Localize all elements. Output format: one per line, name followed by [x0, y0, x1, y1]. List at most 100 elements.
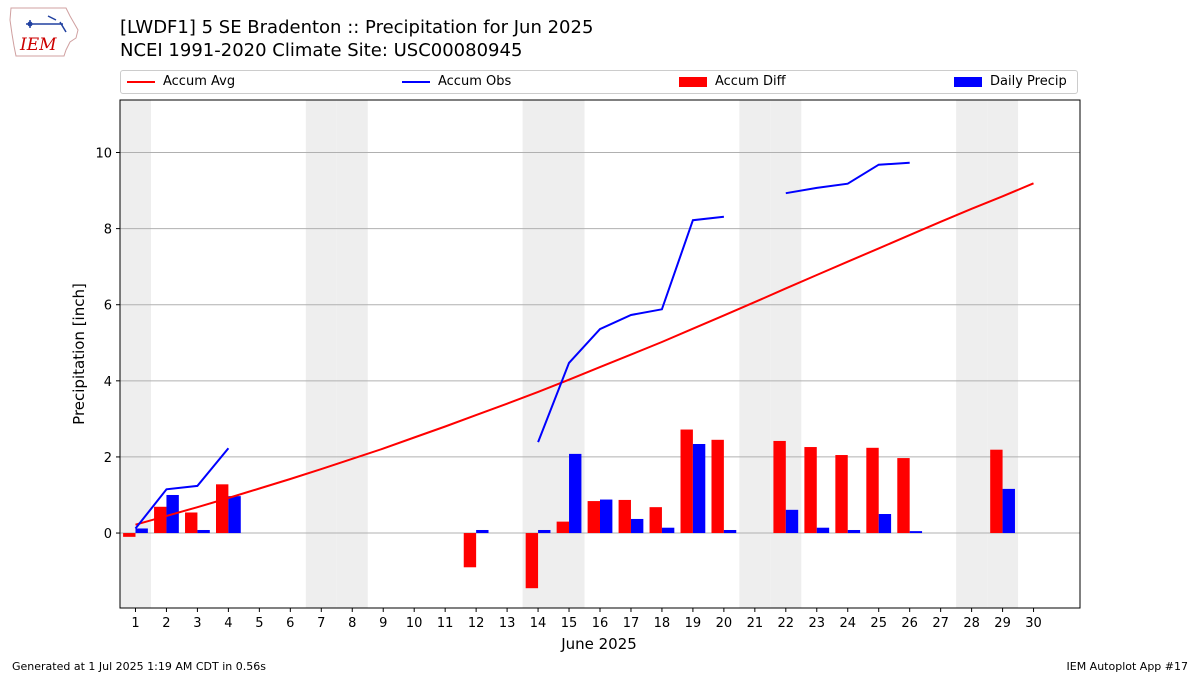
- accum-diff-bar-day-3: [185, 512, 198, 534]
- legend-label-accum-diff: Accum Diff: [715, 74, 786, 89]
- y-tick-label-4: 4: [104, 375, 112, 390]
- daily-precip-bar-day-3: [197, 529, 210, 534]
- x-tick-label-7: 7: [317, 616, 325, 631]
- daily-precip-bar-day-26: [909, 531, 923, 534]
- daily-precip-bar-day-23: [816, 527, 830, 534]
- x-axis: 1 2 3 4 5 6 7 8 9 10 11 12 13 14 15 16 17 18 19 20 21 22 23 24 2…: [131, 608, 1042, 631]
- accum-obs-line-segment-2: [537, 215, 725, 443]
- weekend-band-day-29: [987, 100, 1019, 608]
- y-axis: 0 2 4 6 8 10: [95, 147, 120, 542]
- weekend-shading: [120, 100, 1019, 608]
- accum-diff-bar-day-12: [463, 533, 477, 568]
- x-tick-label-27: 27: [932, 616, 949, 631]
- iem-logo: IEM: [9, 7, 79, 57]
- accum-diff-bar-day-20: [711, 439, 724, 534]
- accum-diff-bar-day-2: [154, 506, 167, 534]
- x-tick-label-2: 2: [162, 616, 170, 631]
- daily-precip-bar-day-18: [661, 527, 675, 534]
- accum-obs-line-segment-3: [785, 161, 910, 195]
- accum-diff-bar-day-15: [556, 521, 570, 534]
- accum-diff-bar-day-17: [618, 499, 631, 534]
- x-tick-label-3: 3: [193, 616, 201, 631]
- y-axis-label: Precipitation [inch]: [70, 283, 88, 425]
- x-tick-label-4: 4: [224, 616, 232, 631]
- daily-precip-bar-day-20: [723, 529, 737, 534]
- accum-diff-bar-day-16: [587, 501, 600, 534]
- legend-item-accum-diff: Accum Diff: [679, 74, 786, 90]
- legend-label-accum-avg: Accum Avg: [163, 74, 236, 89]
- legend-swatch-accum-avg: [127, 81, 155, 83]
- x-tick-label-30: 30: [1025, 616, 1042, 631]
- daily-precip-bar-day-25: [878, 514, 892, 534]
- legend-item-accum-obs: Accum Obs: [402, 74, 511, 90]
- x-tick-label-21: 21: [747, 616, 764, 631]
- x-tick-label-8: 8: [348, 616, 356, 631]
- daily-precip-bar-day-19: [692, 443, 706, 534]
- x-tick-label-19: 19: [685, 616, 702, 631]
- chart-title: [LWDF1] 5 SE Bradenton :: Precipitation …: [120, 17, 594, 38]
- daily-precip-bar-day-16: [600, 499, 613, 534]
- daily-precip-bar-day-22: [785, 509, 799, 534]
- accum-diff-bar-day-29: [990, 449, 1003, 534]
- daily-precip-bar-day-29: [1002, 488, 1015, 534]
- daily-precip-bar-day-15: [569, 453, 582, 534]
- accum-obs-line-segment-1: [134, 447, 230, 530]
- daily-precip-bar-day-14: [538, 529, 551, 534]
- x-tick-label-22: 22: [778, 616, 795, 631]
- accum-diff-bar-day-22: [773, 440, 786, 534]
- generated-timestamp: Generated at 1 Jul 2025 1:19 AM CDT in 0…: [12, 660, 266, 673]
- weekend-band-day-28: [956, 100, 988, 608]
- weekend-band-day-14: [522, 100, 554, 608]
- x-axis-label: June 2025: [560, 635, 637, 653]
- x-tick-label-20: 20: [716, 616, 733, 631]
- accum-diff-bar-day-25: [866, 447, 879, 534]
- x-tick-label-14: 14: [530, 616, 547, 631]
- legend-item-accum-avg: Accum Avg: [127, 74, 235, 90]
- legend-label-accum-obs: Accum Obs: [438, 74, 512, 89]
- x-tick-label-1: 1: [131, 616, 139, 631]
- accum-diff-bar-day-23: [804, 447, 817, 534]
- accum-diff-bar-day-18: [649, 507, 662, 534]
- plot-frame: [119, 99, 1081, 609]
- bar-series: [123, 429, 1015, 589]
- accum-diff-bar-day-14: [525, 533, 539, 589]
- y-tick-label-10: 10: [95, 147, 112, 162]
- weekend-band-day-22: [770, 100, 802, 608]
- x-tick-label-9: 9: [379, 616, 387, 631]
- x-tick-label-6: 6: [286, 616, 294, 631]
- legend-swatch-daily-precip: [954, 77, 982, 87]
- x-tick-label-16: 16: [592, 616, 609, 631]
- x-tick-label-17: 17: [623, 616, 640, 631]
- daily-precip-bar-day-17: [630, 518, 644, 534]
- daily-precip-bar-day-2: [166, 494, 179, 534]
- weekend-band-day-15: [553, 100, 585, 608]
- x-tick-label-28: 28: [963, 616, 980, 631]
- weekend-band-day-21: [739, 100, 771, 608]
- iowa-state-outline: [9, 7, 79, 57]
- daily-precip-bar-day-12: [476, 529, 489, 534]
- legend-swatch-accum-obs: [402, 81, 430, 83]
- accum-avg-line-segment-1: [135, 182, 1034, 526]
- y-gridlines: [120, 152, 1080, 534]
- x-tick-label-13: 13: [499, 616, 516, 631]
- x-tick-label-25: 25: [870, 616, 887, 631]
- legend-label-daily-precip: Daily Precip: [990, 74, 1067, 89]
- daily-precip-bar-day-24: [847, 529, 861, 534]
- y-tick-label-8: 8: [104, 223, 112, 238]
- legend-item-daily-precip: Daily Precip: [954, 74, 1067, 90]
- accum-diff-bar-day-24: [835, 455, 848, 534]
- daily-precip-bar-day-4: [228, 496, 241, 534]
- accum-diff-bar-day-19: [680, 429, 693, 534]
- logo-text: IEM: [19, 35, 57, 55]
- y-tick-label-2: 2: [104, 451, 112, 466]
- chart-legend: Accum Avg Accum Obs Accum Diff Daily Pre…: [120, 70, 1078, 94]
- accum-diff-bar-day-4: [216, 484, 229, 534]
- app-credit: IEM Autoplot App #17: [1066, 660, 1189, 673]
- x-tick-label-18: 18: [654, 616, 671, 631]
- accum-diff-bar-day-26: [897, 458, 910, 534]
- x-tick-label-26: 26: [901, 616, 918, 631]
- x-tick-label-12: 12: [468, 616, 485, 631]
- legend-swatch-accum-diff: [679, 77, 707, 87]
- x-tick-label-24: 24: [839, 616, 856, 631]
